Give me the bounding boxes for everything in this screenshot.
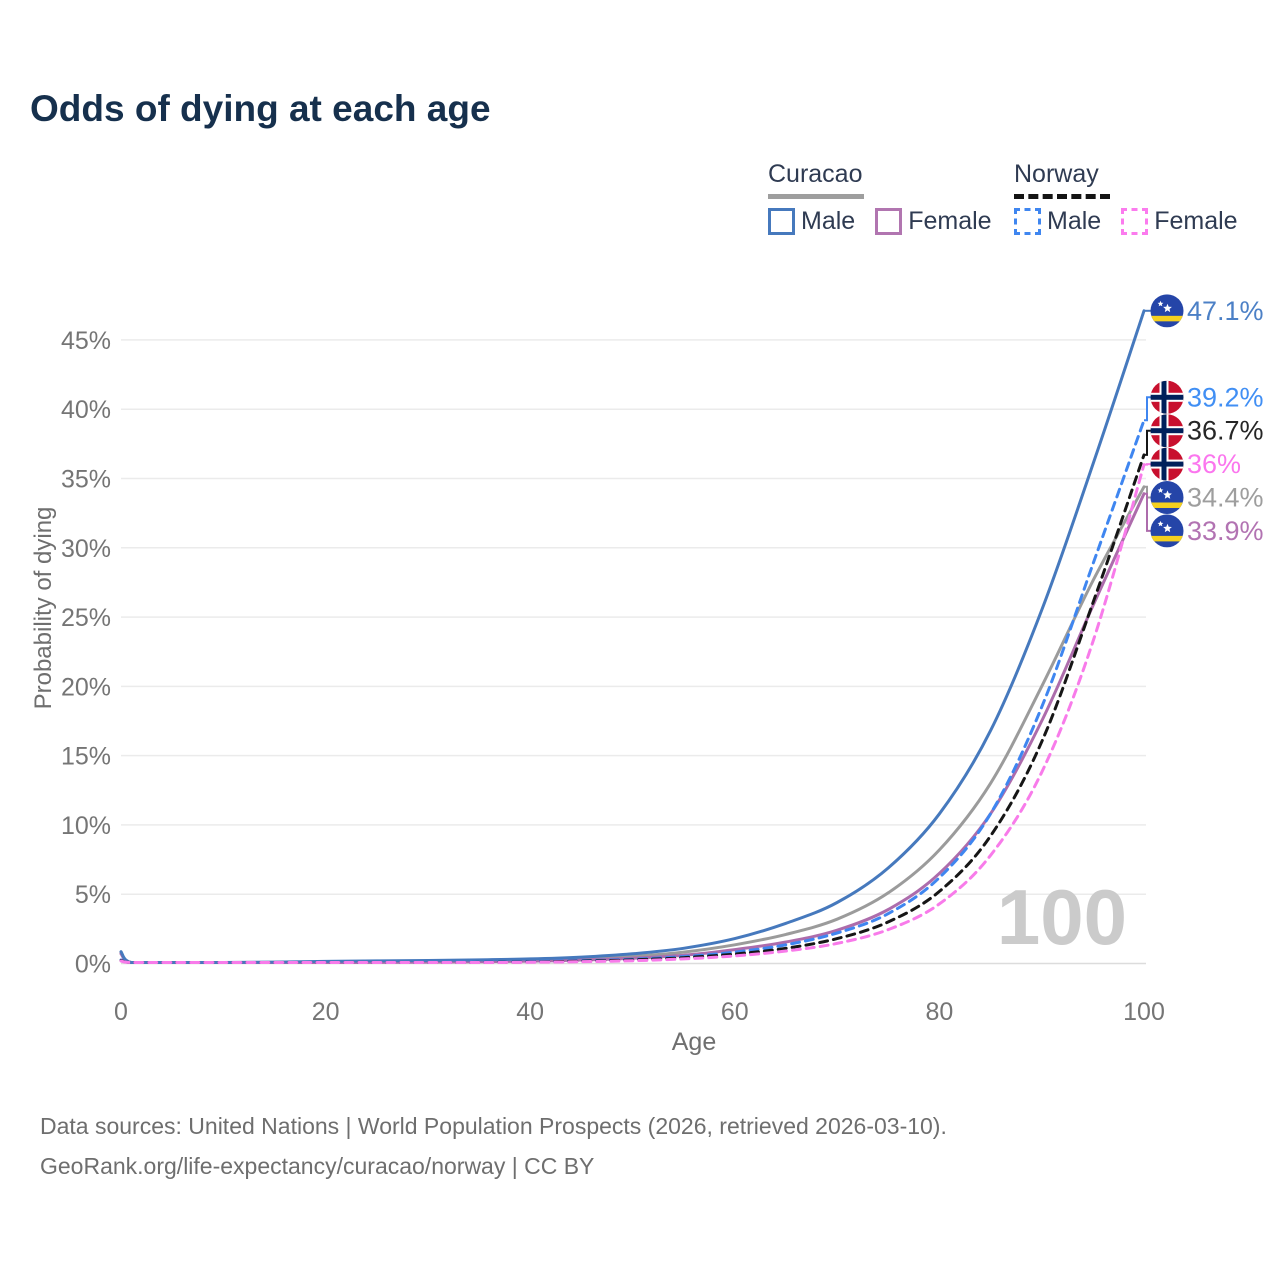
end-label-curacao-female: 33.9%: [1187, 516, 1264, 546]
x-tick-label: 40: [516, 998, 544, 1026]
curacao-flag-icon: [1150, 294, 1184, 328]
curacao-male-swatch-icon: [768, 208, 795, 235]
norway-flag-icon: [1150, 414, 1184, 448]
legend-item-curacao-female[interactable]: Female: [875, 207, 992, 235]
x-tick-label: 20: [312, 998, 340, 1026]
series-line-curacao-total[interactable]: [119, 485, 1146, 964]
legend-header-norway[interactable]: Norway: [1014, 160, 1110, 199]
chart-plot[interactable]: 0% 5% 10% 15% 20% 25% 30% 35% 40% 45% 0 20 40 60 80 100…: [0, 0, 1280, 1090]
end-label-curacao-male: 47.1%: [1187, 296, 1264, 326]
legend-item-label: Female: [1154, 207, 1238, 235]
curacao-flag-icon: [1150, 480, 1184, 514]
curacao-flag-icon: [1150, 514, 1184, 548]
end-label-norway-female: 36%: [1187, 449, 1241, 479]
legend-group-norway: Norway Male Female: [1014, 160, 1238, 235]
footer-attribution-line: GeoRank.org/life-expectancy/curacao/norw…: [40, 1153, 595, 1180]
end-label-leader: [1144, 396, 1151, 422]
y-tick-label: 25%: [61, 604, 111, 632]
norway-male-swatch-icon: [1014, 208, 1041, 235]
series-line-norway-total[interactable]: [119, 453, 1146, 964]
footer: Data sources: United Nations | World Pop…: [40, 1106, 947, 1187]
y-tick-label: 0%: [75, 951, 111, 979]
y-tick-label: 15%: [61, 743, 111, 771]
legend-item-label: Female: [908, 207, 992, 235]
end-label-leader: [1144, 492, 1151, 532]
legend-items-norway: Male Female: [1014, 208, 1238, 235]
y-tick-label: 30%: [61, 535, 111, 563]
y-axis-title: Probability of dying: [30, 506, 57, 710]
y-tick-label: 5%: [75, 881, 111, 909]
end-label-curacao-total: 34.4%: [1187, 483, 1264, 513]
y-tick-label: 40%: [61, 396, 111, 424]
y-tick-label: 10%: [61, 812, 111, 840]
end-label-leader: [1144, 429, 1151, 456]
legend-item-norway-male[interactable]: Male: [1014, 208, 1101, 235]
legend-items-curacao: Male Female: [768, 208, 992, 235]
y-tick-label: 35%: [61, 466, 111, 494]
legend-item-label: Male: [1047, 207, 1102, 235]
x-tick-label: 100: [1123, 998, 1165, 1026]
legend-item-norway-female[interactable]: Female: [1121, 207, 1238, 235]
end-label-norway-male: 39.2%: [1187, 382, 1264, 412]
page-title: Odds of dying at each age: [30, 88, 491, 129]
curacao-female-swatch-icon: [875, 208, 903, 235]
end-label-leader: [1144, 485, 1151, 499]
footer-source-line: Data sources: United Nations | World Pop…: [40, 1113, 947, 1139]
y-tick-label: 20%: [61, 673, 111, 701]
legend-header-curacao[interactable]: Curacao: [768, 160, 864, 199]
norway-flag-icon: [1150, 447, 1184, 481]
legend-group-curacao: Curacao Male Female: [768, 160, 992, 235]
legend-item-curacao-male[interactable]: Male: [768, 208, 855, 235]
legend-item-label: Male: [801, 207, 856, 235]
end-label-leader: [1144, 463, 1151, 466]
end-label-norway-total: 36.7%: [1187, 416, 1264, 446]
legend: Curacao Male Female Norway Male: [0, 160, 1280, 240]
norway-flag-icon: [1150, 380, 1184, 414]
hover-age-watermark: 100: [997, 873, 1127, 961]
series-line-norway-female[interactable]: [119, 463, 1146, 964]
x-tick-label: 60: [721, 998, 749, 1026]
x-tick-label: 80: [925, 998, 953, 1026]
x-tick-label: 0: [114, 998, 128, 1026]
norway-female-swatch-icon: [1121, 208, 1149, 235]
x-axis-title: Age: [671, 1028, 717, 1056]
y-tick-label: 45%: [61, 327, 111, 355]
series-line-norway-male[interactable]: [119, 418, 1146, 964]
